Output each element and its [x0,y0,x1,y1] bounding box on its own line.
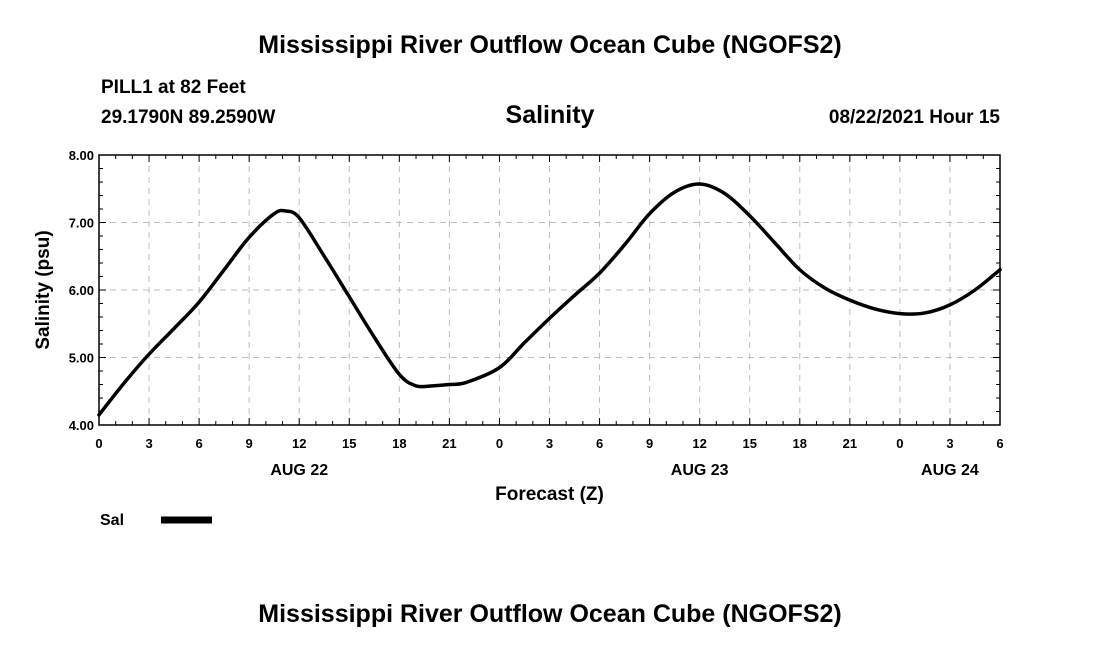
x-tick-label: 18 [793,436,807,451]
x-tick-label: 6 [996,436,1003,451]
station-name: PILL1 at 82 Feet [101,77,246,98]
chart-grid [99,155,1000,425]
y-tick-label: 6.00 [69,283,94,298]
y-tick-label: 7.00 [69,216,94,231]
x-tick-label: 3 [546,436,553,451]
x-tick-label: 21 [442,436,456,451]
y-axis-label: Salinity (psu) [33,230,54,349]
axis-tick-labels: 0 3 6 9 12 15 18 21 0 3 6 9 12 15 18 21 0 3 6 AUG 22 AUG 23 A… [69,148,1004,479]
x-tick-label: 18 [392,436,406,451]
x-tick-label: 3 [145,436,152,451]
series-layer [97,182,1002,417]
x-tick-label: 0 [496,436,503,451]
y-tick-label: 5.00 [69,351,94,366]
station-coordinates: 29.1790N 89.2590W [101,107,276,128]
x-tick-label: 0 [95,436,102,451]
x-date-label: AUG 24 [921,462,979,479]
axis-ticks [98,154,1001,426]
x-tick-label: 15 [742,436,756,451]
chart-footer-title: Mississippi River Outflow Ocean Cube (NG… [258,600,842,628]
x-tick-label: 3 [946,436,953,451]
x-date-label: AUG 23 [671,462,729,479]
legend-label-sal: Sal [100,512,124,529]
x-tick-label: 15 [342,436,356,451]
x-tick-label: 0 [896,436,903,451]
x-tick-label: 9 [246,436,253,451]
x-tick-label: 12 [292,436,306,451]
x-axis-label: Forecast (Z) [495,484,604,505]
chart-main-title: Mississippi River Outflow Ocean Cube (NG… [258,31,842,59]
legend: Sal [100,512,212,529]
forecast-timestamp: 08/22/2021 Hour 15 [828,107,1000,128]
y-tick-label: 8.00 [69,148,94,163]
x-date-label: AUG 22 [270,462,328,479]
x-tick-label: 6 [195,436,202,451]
chart-subtitle: Salinity [505,101,595,129]
x-tick-label: 9 [646,436,653,451]
x-tick-label: 6 [596,436,603,451]
series-line-sal [97,182,1002,417]
y-tick-label: 4.00 [69,418,94,433]
x-tick-label: 21 [843,436,857,451]
x-tick-label: 12 [692,436,706,451]
